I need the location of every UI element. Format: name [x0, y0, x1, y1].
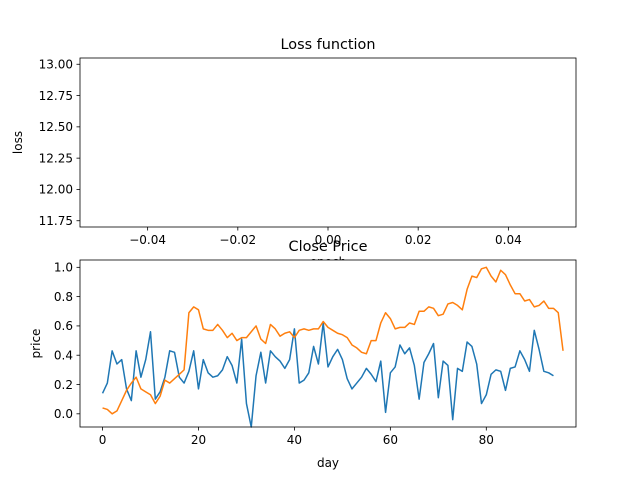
x-tick-label: 0.02 — [405, 233, 432, 247]
price-x-axis-label: day — [317, 456, 339, 470]
x-tick-label: −0.04 — [129, 233, 166, 247]
y-tick-label: 12.50 — [39, 120, 73, 134]
x-tick-label: −0.02 — [219, 233, 256, 247]
y-tick-label: 11.75 — [39, 214, 73, 228]
loss-chart: Loss function −0.04 −0.02 0.00 0.02 0.04 11.… — [11, 37, 577, 269]
price-plot-area — [80, 260, 576, 427]
y-tick-label: 13.00 — [39, 58, 73, 72]
x-tick-label: 0.04 — [495, 233, 522, 247]
loss-plot-area — [79, 57, 577, 228]
x-tick-label: 0.00 — [315, 233, 342, 247]
x-tick-label: 20 — [191, 433, 206, 447]
y-tick-label: 0.4 — [54, 349, 73, 363]
y-tick-label: 0.2 — [54, 378, 73, 392]
x-tick-label: 60 — [383, 433, 398, 447]
x-tick-label: 0 — [99, 433, 107, 447]
y-tick-label: 1.0 — [54, 261, 73, 275]
x-tick-label: 40 — [287, 433, 302, 447]
y-tick-label: 12.75 — [39, 89, 73, 103]
price-plot-frame — [79, 259, 577, 428]
price-chart-title: Close Price — [289, 239, 368, 255]
price-chart: Close Price 0 20 40 60 80 0.0 0.2 0.4 0.6 0.8 1.0… — [29, 239, 577, 470]
y-tick-label: 0.8 — [54, 290, 73, 304]
loss-y-axis-label: loss — [11, 131, 25, 154]
y-tick-label: 12.25 — [39, 151, 73, 165]
y-tick-label: 0.0 — [54, 407, 73, 421]
y-tick-label: 12.00 — [39, 183, 73, 197]
x-tick-label: 80 — [479, 433, 494, 447]
loss-chart-title: Loss function — [281, 37, 376, 53]
y-tick-label: 0.6 — [54, 319, 73, 333]
price-y-axis-label: price — [29, 329, 43, 359]
